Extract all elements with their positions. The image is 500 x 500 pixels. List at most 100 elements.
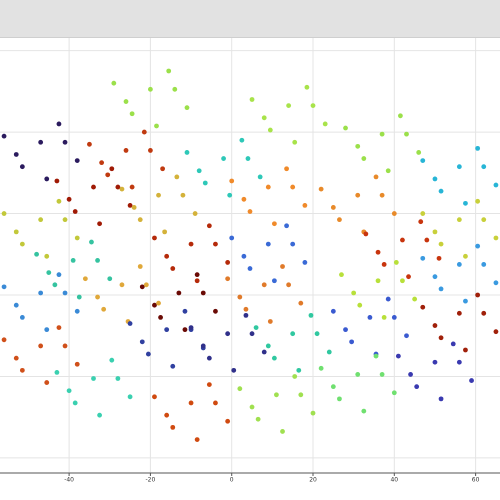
point: [38, 343, 44, 349]
point: [137, 217, 143, 223]
point: [302, 203, 308, 208]
point: [432, 359, 438, 365]
point: [188, 241, 194, 247]
point: [62, 139, 68, 145]
point: [54, 178, 60, 184]
point: [406, 274, 411, 280]
point: [170, 266, 176, 271]
point: [432, 323, 438, 328]
point: [119, 186, 125, 192]
point: [74, 308, 80, 314]
point: [105, 172, 111, 178]
point: [143, 282, 149, 288]
point: [52, 282, 58, 288]
point: [349, 339, 355, 345]
point: [123, 148, 129, 153]
point: [95, 257, 100, 263]
point: [314, 331, 320, 337]
point: [261, 282, 267, 288]
point: [206, 355, 212, 361]
point: [257, 174, 263, 180]
point: [194, 278, 200, 284]
x-tick-label: -40: [64, 477, 74, 484]
point: [274, 392, 279, 398]
point: [330, 205, 336, 210]
point: [280, 264, 285, 269]
point: [19, 315, 25, 320]
point: [200, 290, 206, 296]
point: [271, 355, 277, 361]
point: [326, 349, 332, 355]
point: [127, 394, 133, 400]
point: [243, 312, 249, 318]
point: [463, 298, 468, 304]
point: [188, 400, 194, 406]
point: [308, 312, 314, 318]
point: [62, 217, 68, 223]
point: [475, 243, 481, 249]
point: [194, 272, 200, 278]
point: [393, 260, 399, 265]
point: [239, 137, 245, 143]
point: [253, 325, 259, 330]
point: [481, 164, 487, 170]
point: [357, 302, 363, 308]
point: [180, 192, 186, 198]
point: [475, 145, 481, 151]
point: [170, 363, 176, 369]
point: [184, 105, 190, 111]
point: [438, 241, 444, 247]
point: [304, 84, 310, 90]
point: [76, 294, 82, 300]
point: [213, 241, 218, 247]
point: [469, 378, 474, 383]
point: [343, 125, 348, 131]
point: [123, 99, 129, 104]
point: [137, 264, 143, 269]
point: [74, 361, 80, 367]
point: [249, 97, 255, 102]
point: [395, 353, 401, 359]
point: [265, 184, 271, 190]
point: [166, 68, 172, 74]
point: [131, 205, 137, 210]
point: [245, 156, 251, 161]
point: [420, 255, 426, 261]
point: [231, 367, 237, 373]
point: [481, 217, 487, 223]
point: [164, 412, 170, 418]
point: [438, 335, 444, 341]
point: [391, 211, 397, 216]
point: [249, 331, 255, 337]
point: [170, 424, 176, 430]
point: [95, 294, 100, 300]
point: [375, 249, 381, 255]
point: [127, 203, 133, 208]
point: [99, 160, 105, 166]
point: [115, 376, 121, 381]
point: [418, 219, 424, 225]
point: [432, 229, 438, 235]
point: [152, 235, 157, 241]
point: [129, 111, 135, 117]
point: [66, 388, 72, 394]
point: [243, 306, 249, 312]
point: [385, 168, 391, 174]
point: [196, 168, 202, 174]
point: [74, 235, 80, 241]
point: [145, 351, 151, 357]
point: [13, 302, 19, 308]
point: [450, 341, 456, 347]
point: [330, 384, 336, 390]
point: [456, 359, 462, 365]
point: [172, 86, 178, 92]
point: [271, 221, 277, 227]
point: [379, 131, 385, 137]
point: [481, 262, 487, 267]
point: [162, 229, 168, 235]
point: [206, 382, 212, 388]
x-tick-label: 40: [390, 477, 398, 484]
point: [213, 400, 218, 406]
point: [237, 294, 243, 300]
point: [200, 343, 206, 349]
